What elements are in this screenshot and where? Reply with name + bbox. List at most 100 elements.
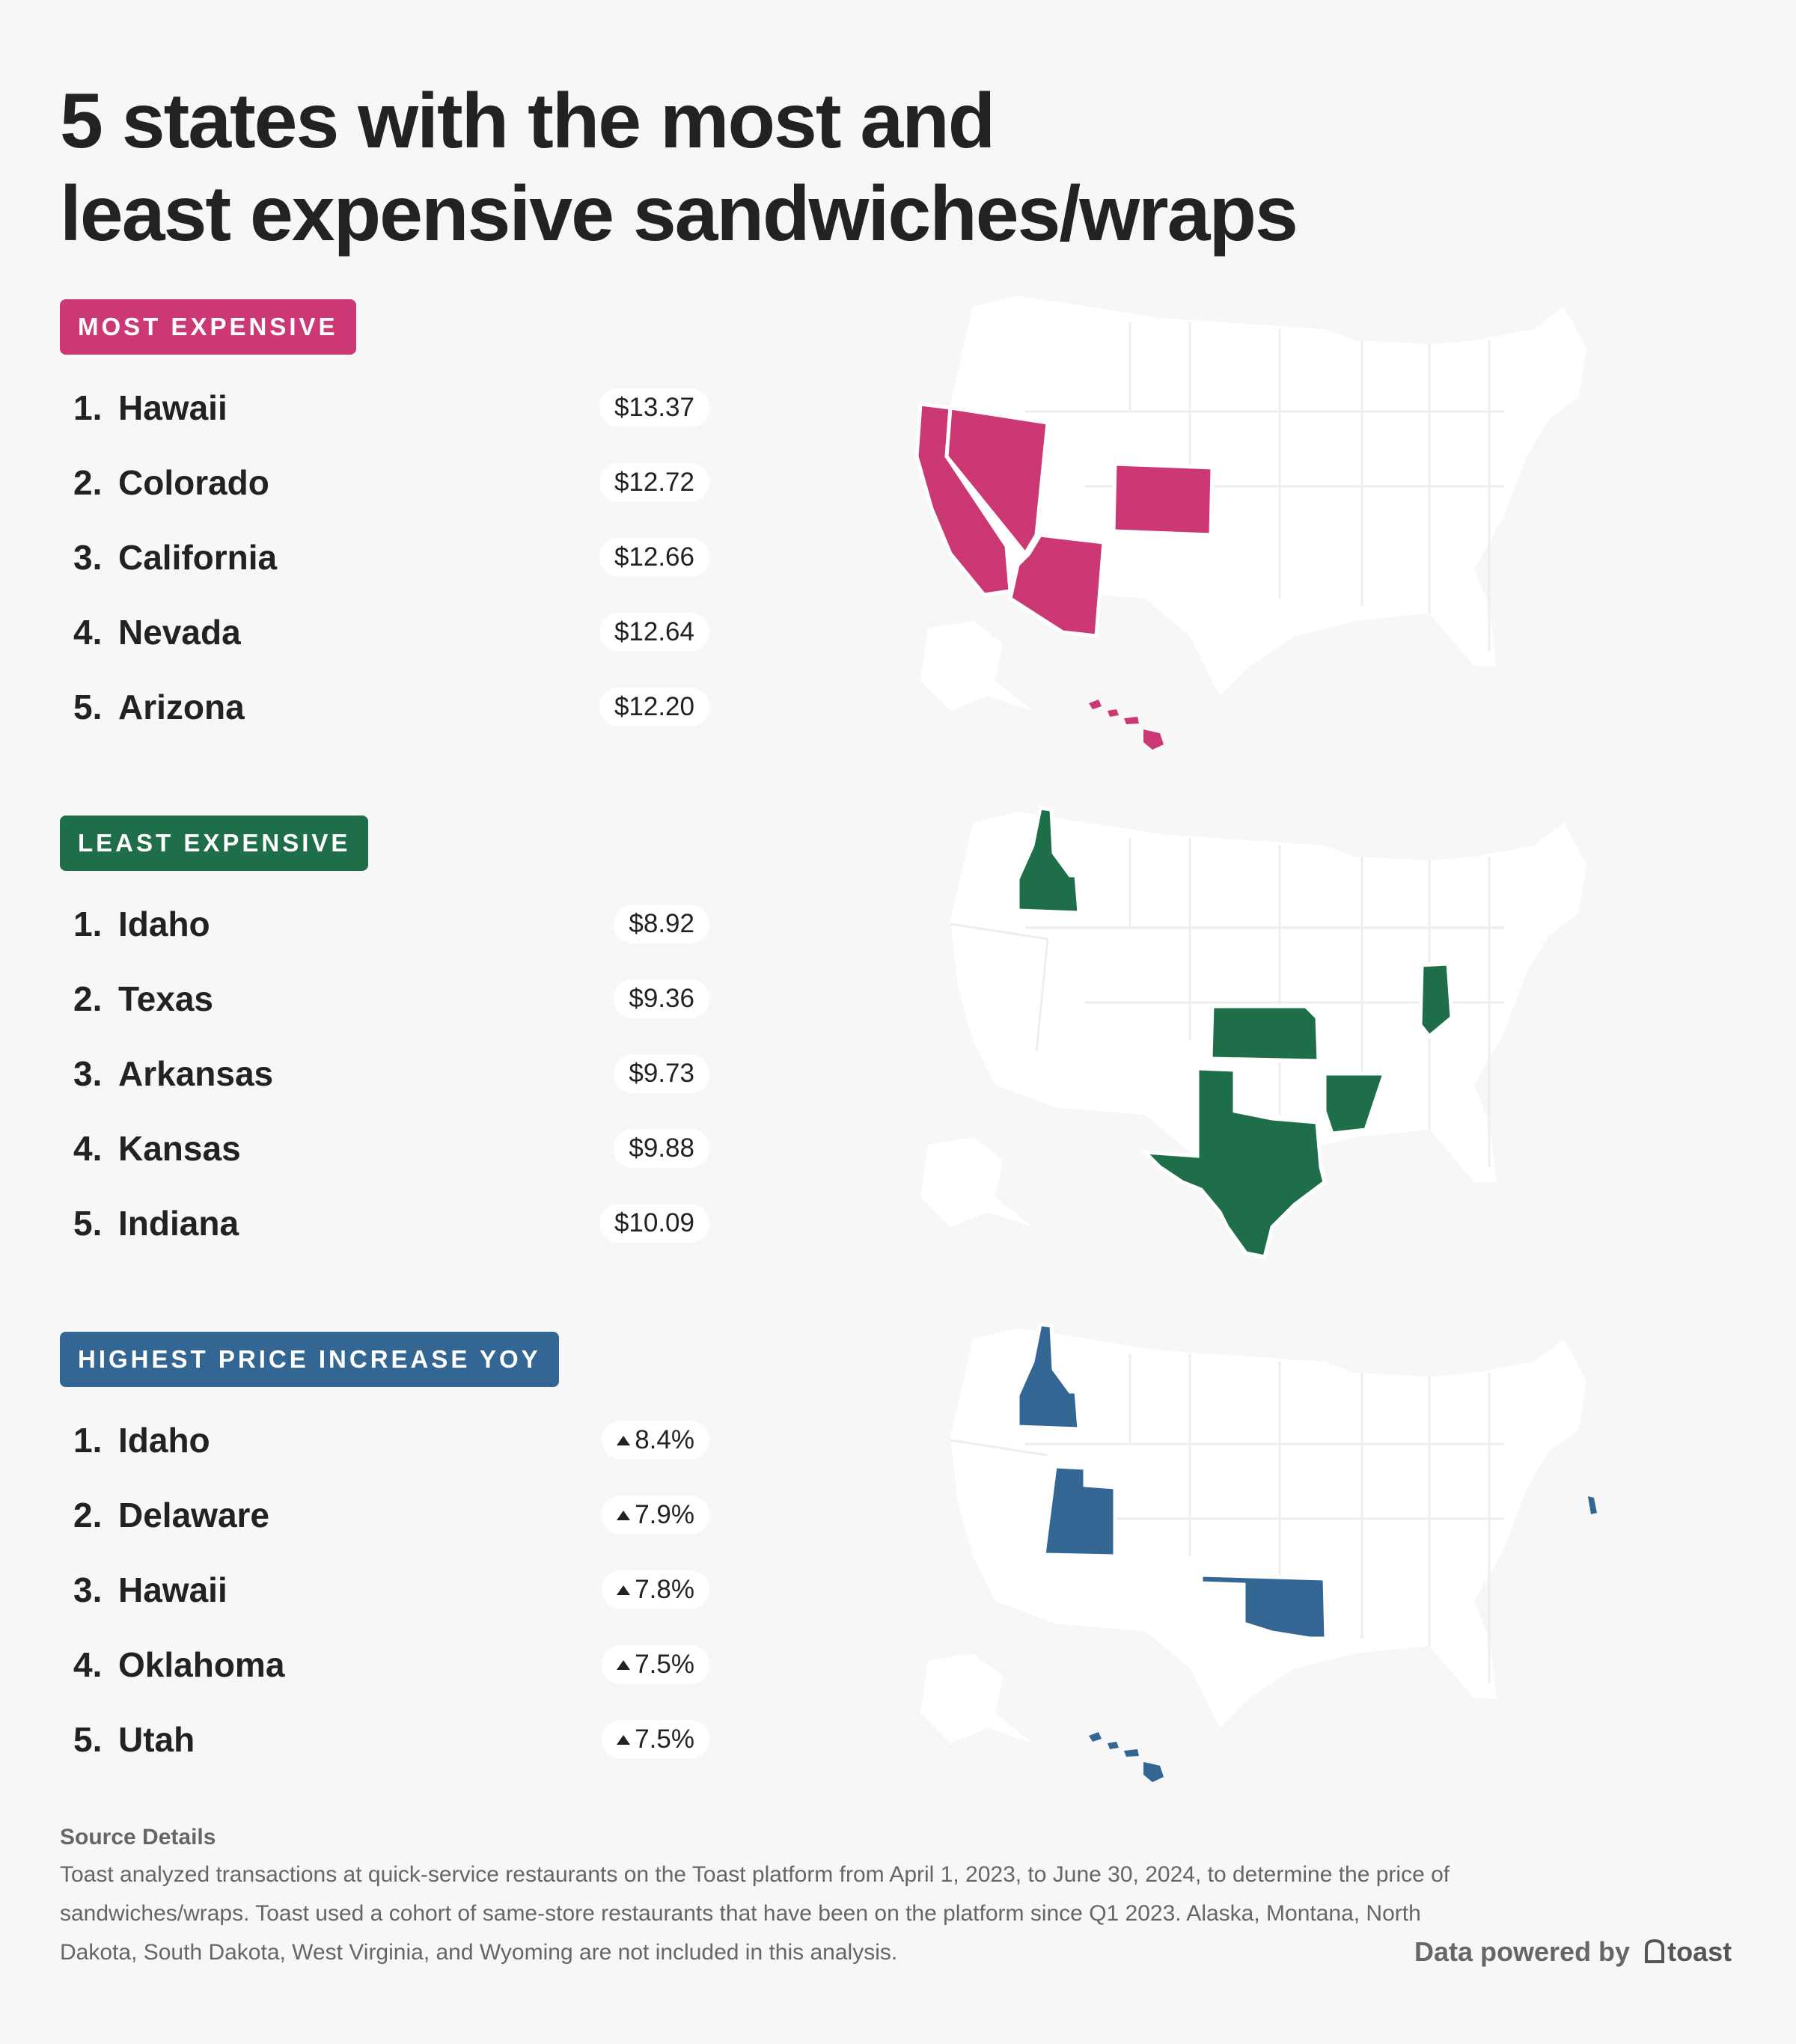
- rank-number: 3.: [73, 1570, 103, 1609]
- arkansas-shape: [1322, 1071, 1387, 1136]
- alaska-shape: [920, 621, 1033, 711]
- rank-number: 4.: [73, 613, 103, 652]
- idaho-shape: [1015, 806, 1081, 915]
- rank-number: 4.: [73, 1129, 103, 1168]
- list-item: 3. Hawaii 7.8%: [73, 1567, 709, 1612]
- list-item: 3. Arkansas $9.73: [73, 1051, 709, 1096]
- list-item: 1. Idaho 8.4%: [73, 1418, 709, 1463]
- rank-number: 5.: [73, 688, 103, 726]
- list-item: 5. Arizona $12.20: [73, 685, 709, 729]
- increase-pill: 8.4%: [602, 1421, 709, 1460]
- list-item: 4. Oklahoma 7.5%: [73, 1642, 709, 1687]
- most-expensive-badge: MOST EXPENSIVE: [60, 299, 356, 355]
- up-triangle-icon: [617, 1735, 631, 1745]
- rank-number: 2.: [73, 1496, 103, 1534]
- rank-number: 1.: [73, 388, 103, 427]
- list-item: 4. Kansas $9.88: [73, 1126, 709, 1171]
- state-name: Hawaii: [118, 1570, 227, 1609]
- rank-number: 1.: [73, 905, 103, 943]
- list-item: 2. Colorado $12.72: [73, 460, 709, 505]
- toast-brand: toast: [1667, 1936, 1732, 1967]
- price-pill: $12.20: [599, 688, 709, 726]
- increase-value: 8.4%: [635, 1425, 694, 1454]
- list-item: 5. Indiana $10.09: [73, 1201, 709, 1246]
- source-details-body: Toast analyzed transactions at quick-ser…: [60, 1862, 1450, 1965]
- list-item: 2. Delaware 7.9%: [73, 1493, 709, 1537]
- rank-number: 1.: [73, 1421, 103, 1460]
- state-name: Utah: [118, 1720, 195, 1759]
- state-name: Texas: [118, 979, 214, 1018]
- price-pill: $9.88: [614, 1129, 709, 1168]
- price-pill: $10.09: [599, 1204, 709, 1243]
- state-name: Delaware: [118, 1496, 270, 1534]
- price-pill: $13.37: [599, 388, 709, 427]
- price-pill: $9.73: [614, 1054, 709, 1093]
- least-expensive-badge: LEAST EXPENSIVE: [60, 816, 369, 871]
- list-item: 1. Hawaii $13.37: [73, 385, 709, 430]
- list-item: 5. Utah 7.5%: [73, 1717, 709, 1762]
- arizona-shape: [1008, 533, 1106, 638]
- indiana-shape: [1418, 961, 1454, 1039]
- list-item: 1. Idaho $8.92: [73, 902, 709, 946]
- increase-value: 7.5%: [635, 1725, 694, 1754]
- up-triangle-icon: [617, 1585, 631, 1595]
- kansas-shape: [1209, 1004, 1321, 1063]
- idaho-shape: [1015, 1322, 1081, 1431]
- title-line-1: 5 states with the most and: [60, 78, 995, 165]
- state-name: Kansas: [118, 1129, 241, 1168]
- state-name: Idaho: [118, 905, 210, 943]
- us-mainland-shape: [950, 296, 1586, 696]
- highest-increase-badge: HIGHEST PRICE INCREASE YOY: [60, 1332, 559, 1387]
- least-expensive-section: LEAST EXPENSIVE 1. Idaho $8.92 2. Texas …: [60, 816, 711, 1264]
- hawaii-shape: [1089, 1732, 1164, 1782]
- highest-increase-section: HIGHEST PRICE INCREASE YOY 1. Idaho 8.4%…: [60, 1332, 711, 1781]
- rank-number: 2.: [73, 463, 103, 502]
- rank-number: 3.: [73, 1054, 103, 1093]
- page-title: 5 states with the most and least expensi…: [60, 75, 1482, 260]
- hawaii-shape: [1089, 700, 1164, 750]
- increase-pill: 7.9%: [602, 1496, 709, 1534]
- colorado-shape: [1111, 462, 1215, 537]
- us-mainland-shape: [950, 1328, 1586, 1728]
- utah-shape: [1042, 1464, 1117, 1558]
- most-expensive-section: MOST EXPENSIVE 1. Hawaii $13.37 2. Color…: [60, 299, 711, 748]
- increase-value: 7.8%: [635, 1575, 694, 1604]
- powered-by-label: Data powered by: [1414, 1936, 1631, 1967]
- up-triangle-icon: [617, 1436, 631, 1445]
- up-triangle-icon: [617, 1660, 631, 1670]
- rank-number: 2.: [73, 979, 103, 1018]
- state-name: Colorado: [118, 463, 269, 502]
- rank-number: 5.: [73, 1720, 103, 1759]
- state-name: Hawaii: [118, 388, 227, 427]
- powered-by: Data powered by toast: [1414, 1933, 1744, 1971]
- up-triangle-icon: [617, 1511, 631, 1520]
- increase-value: 7.9%: [635, 1500, 694, 1529]
- alaska-shape: [920, 1137, 1033, 1227]
- list-item: 4. Nevada $12.64: [73, 610, 709, 655]
- list-item: 3. California $12.66: [73, 535, 709, 580]
- state-name: Idaho: [118, 1421, 210, 1460]
- state-name: Indiana: [118, 1204, 239, 1243]
- state-name: Oklahoma: [118, 1645, 285, 1684]
- state-name: Nevada: [118, 613, 241, 652]
- toast-logo-icon: [1645, 1939, 1665, 1963]
- state-name: Arkansas: [118, 1054, 274, 1093]
- oklahoma-shape: [1199, 1573, 1328, 1641]
- price-pill: $12.66: [599, 538, 709, 577]
- us-map-most-expensive: [905, 277, 1684, 756]
- increase-pill: 7.8%: [602, 1570, 709, 1609]
- title-line-2: least expensive sandwiches/wraps: [60, 171, 1298, 257]
- us-map-least-expensive: [905, 793, 1684, 1272]
- alaska-shape: [920, 1653, 1033, 1743]
- price-pill: $12.64: [599, 613, 709, 652]
- increase-pill: 7.5%: [602, 1720, 709, 1759]
- nevada-shape: [944, 406, 1050, 557]
- rank-number: 5.: [73, 1204, 103, 1243]
- rank-number: 4.: [73, 1645, 103, 1684]
- increase-pill: 7.5%: [602, 1645, 709, 1684]
- source-details-heading: Source Details: [60, 1825, 216, 1849]
- price-pill: $8.92: [614, 905, 709, 943]
- state-name: California: [118, 538, 278, 577]
- rank-number: 3.: [73, 538, 103, 577]
- increase-value: 7.5%: [635, 1650, 694, 1679]
